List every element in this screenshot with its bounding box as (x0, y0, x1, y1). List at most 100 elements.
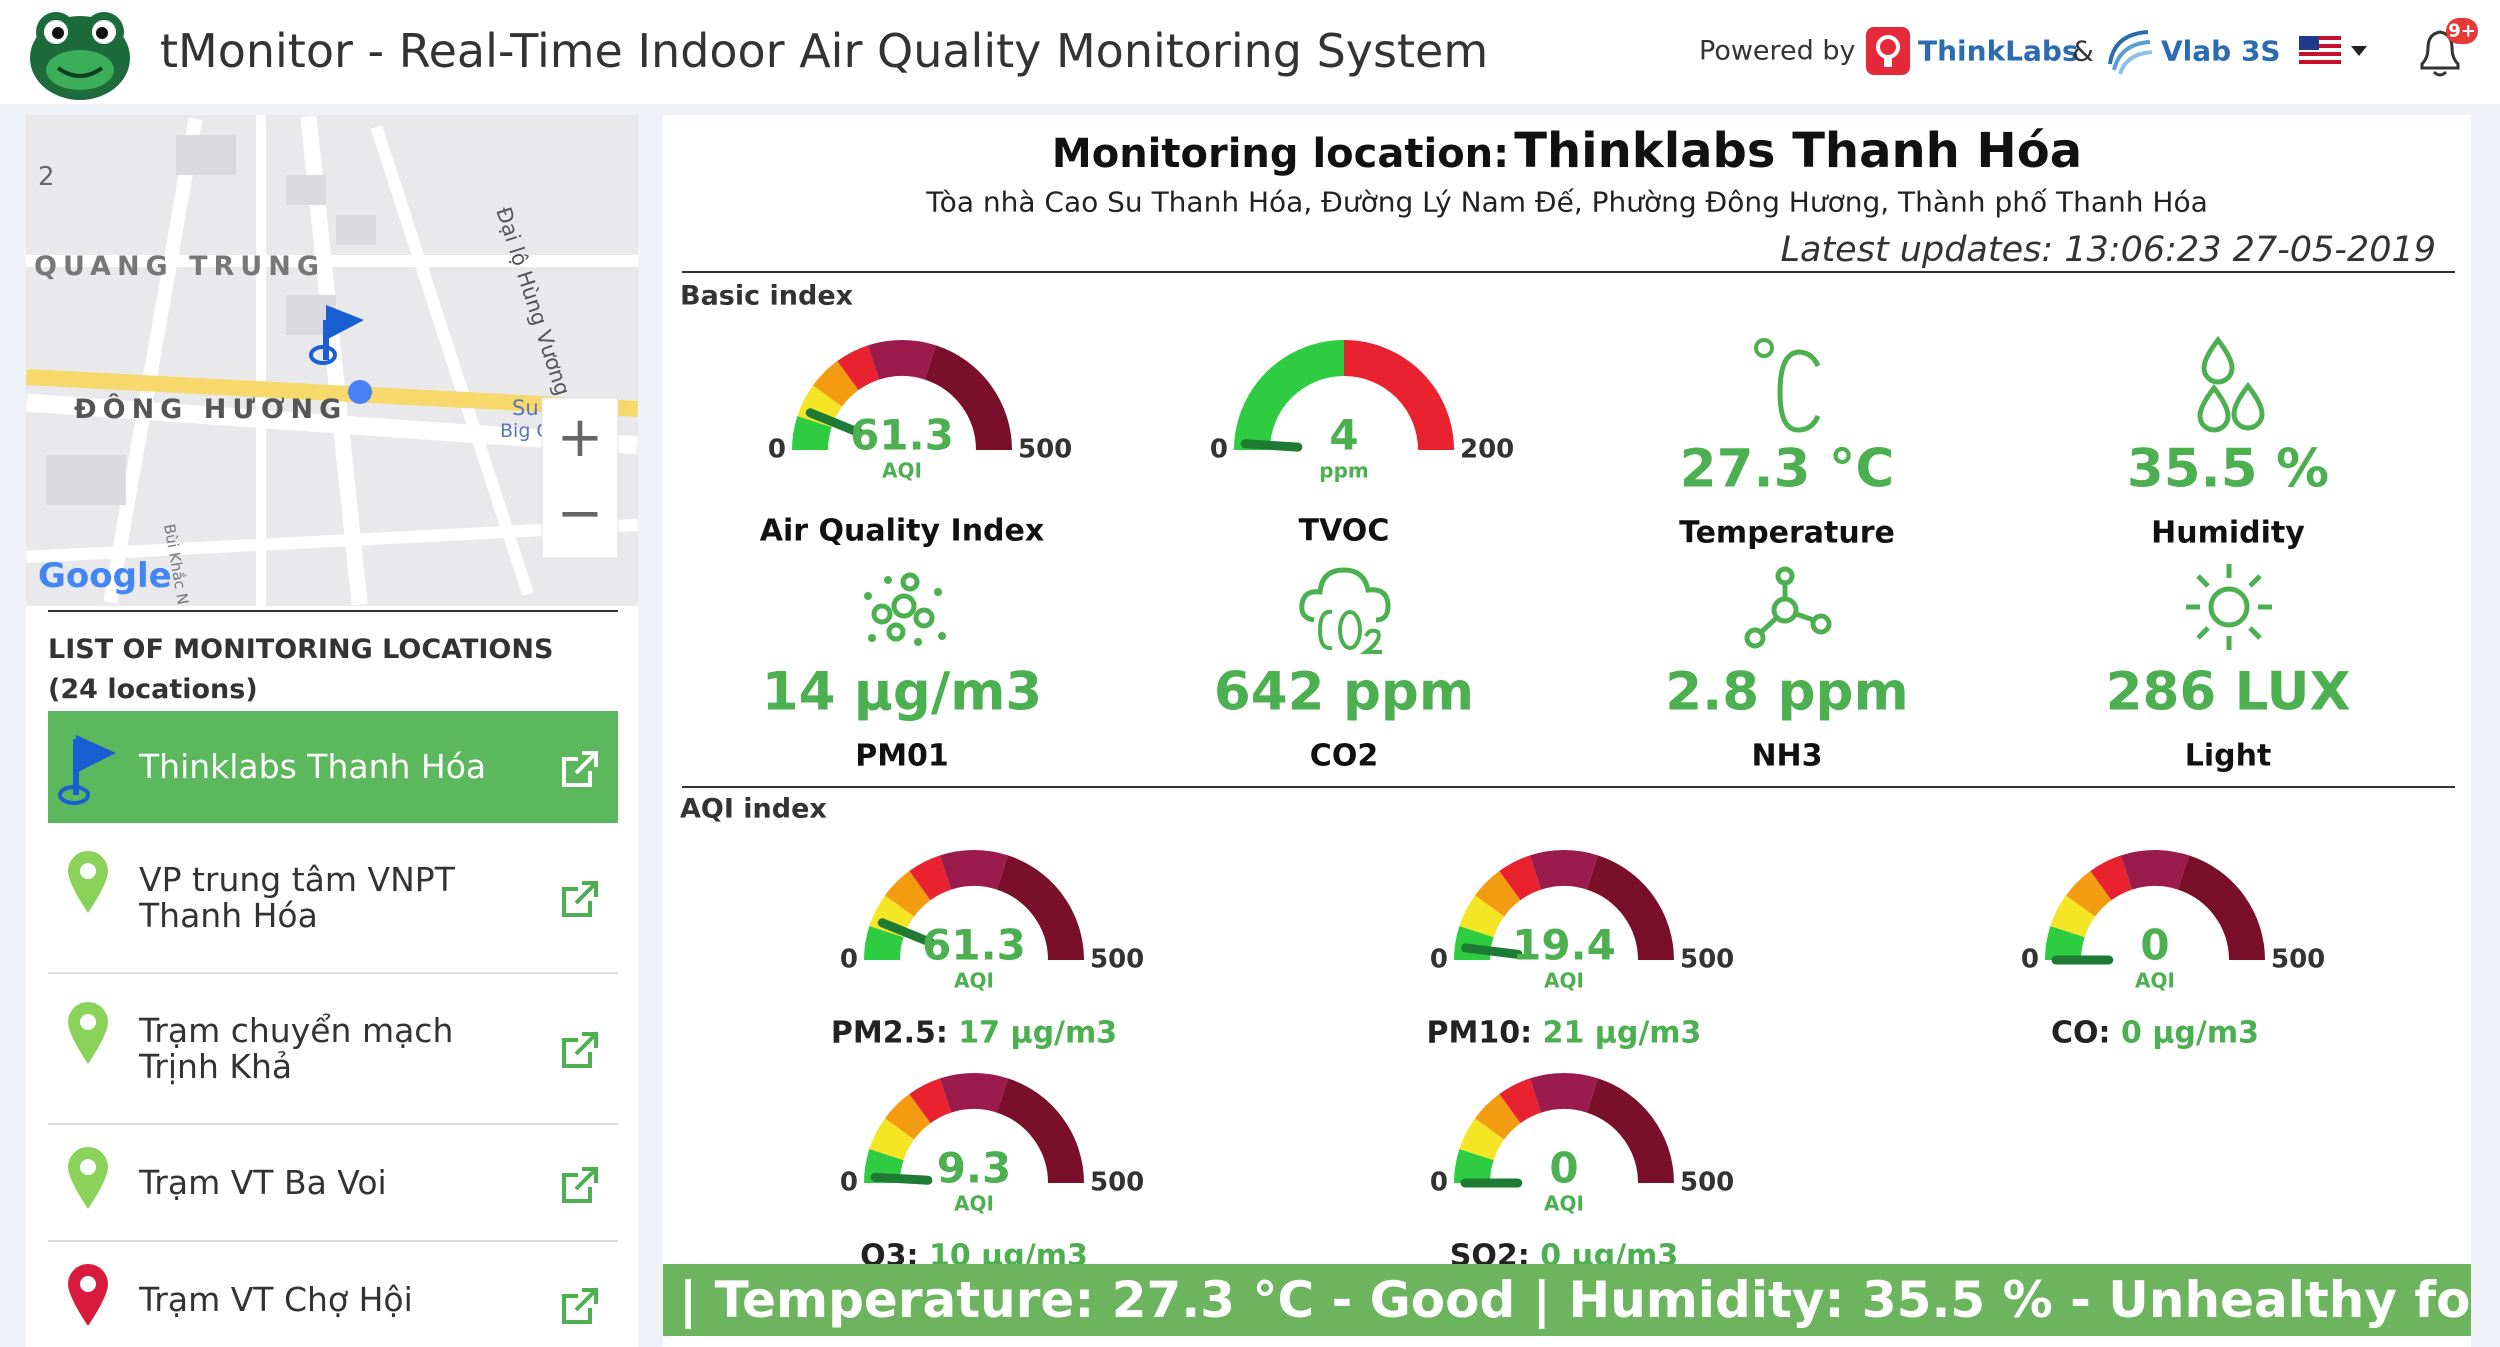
gauge-unit: AQI (1544, 969, 1584, 993)
ampersand: & (2072, 34, 2094, 68)
open-link[interactable] (560, 1286, 600, 1326)
reading-value: 27.3 °C (1679, 438, 1895, 500)
gauge-band (1343, 340, 1454, 451)
map-label: QUANG TRUNG (34, 251, 325, 282)
location-name: Thinklabs Thanh Hóa (1514, 123, 2083, 179)
gauge-band (1586, 855, 1674, 961)
gauge-band (1530, 1073, 1598, 1113)
gauge-min: 0 (840, 945, 858, 975)
location-item[interactable]: Trạm VT Chợ Hội (48, 1242, 618, 1347)
location-item[interactable]: Trạm chuyển mạch Trịnh Khả (48, 974, 618, 1125)
gauge-unit: AQI (954, 969, 994, 993)
location-label: Monitoring location: (1051, 131, 1510, 177)
gauge-band (864, 1149, 904, 1184)
reading-label: CO2 (1309, 738, 1379, 774)
gauge-max: 500 (1018, 435, 1072, 465)
location-item[interactable]: VP trung tâm VNPT Thanh Hóa (48, 823, 618, 974)
header: tMonitor - Real-Time Indoor Air Quality … (0, 0, 2500, 104)
gauge-min: 0 (2021, 945, 2039, 975)
gauge-label: Air Quality Index (759, 513, 1045, 549)
zoom-out[interactable]: − (557, 481, 604, 546)
reading-label: Humidity (2151, 515, 2305, 551)
gauge-max: 200 (1460, 435, 1514, 465)
gauge-band (813, 361, 860, 408)
zoom-in[interactable]: + (557, 405, 604, 470)
gauge-band (909, 855, 952, 901)
gauge-needle (877, 918, 936, 948)
gauge-value: 19.4 (1512, 921, 1616, 970)
notification-bell[interactable] (2410, 18, 2480, 80)
brand-vlab[interactable]: Vlab 3S (2161, 34, 2281, 68)
gauge-max: 500 (1090, 1168, 1144, 1198)
gauge-band (2177, 855, 2265, 961)
gauge-band (868, 340, 936, 380)
gauge-max: 500 (1090, 945, 1144, 975)
location-name: VP trung tâm VNPT Thanh Hóa (139, 859, 455, 935)
notification-count: 9+ (2448, 20, 2476, 42)
gauge-value: 4 (1329, 411, 1358, 460)
reading-value: 642 ppm (1213, 661, 1475, 723)
gauge-band (2090, 855, 2133, 901)
pollutant: PM10: 21 µg/m3 (1427, 1016, 1702, 1051)
gauge-band (1459, 1118, 1505, 1161)
brand-thinklabs[interactable]: ThinkLabs (1918, 34, 2079, 68)
open-link[interactable] (560, 879, 600, 919)
gauge-value: 61.3 (850, 411, 954, 460)
gauge-needle (805, 408, 864, 438)
open-link[interactable] (560, 1030, 600, 1070)
gauge-min: 0 (1430, 945, 1448, 975)
gauge-min: 0 (1210, 435, 1228, 465)
reading-value: 2.8 ppm (1665, 661, 1909, 723)
map-label: ĐÔNG HƯƠNG (74, 393, 347, 425)
light-icon (2186, 564, 2272, 650)
gauge-band (1475, 1094, 1522, 1141)
language-flag[interactable] (2299, 36, 2371, 66)
main-panel (663, 115, 2471, 1347)
open-link[interactable] (560, 749, 600, 789)
logo (30, 12, 130, 100)
pin-icon (68, 1002, 108, 1064)
concentration: 17 µg/m3 (958, 1015, 1118, 1051)
gauge-value: 9.3 (937, 1144, 1011, 1193)
gauge-band (940, 1073, 1008, 1113)
section-title: Basic index (680, 280, 854, 312)
location-item[interactable]: Trạm VT Ba Voi (48, 1125, 618, 1242)
gauge-unit: AQI (882, 459, 922, 483)
location-item[interactable]: Thinklabs Thanh Hóa (48, 711, 618, 823)
reading-value: 286 LUX (2105, 661, 2351, 723)
vlab-icon (2108, 30, 2153, 75)
reading-value: 35.5 % (2126, 438, 2330, 500)
map[interactable]: 2 QUANG TRUNG ĐÔNG HƯƠNG Đại lộ Hùng Vươ… (26, 115, 638, 606)
reading-label: Light (2184, 738, 2272, 774)
pollutant: PM2.5: 17 µg/m3 (831, 1016, 1117, 1051)
gauge-max: 500 (2271, 945, 2325, 975)
section-title: AQI index (680, 793, 827, 825)
open-link[interactable] (560, 1165, 600, 1205)
divider (48, 610, 618, 612)
divider (682, 271, 2455, 273)
reading-label: NH3 (1751, 738, 1823, 774)
thinklabs-icon (1866, 27, 1910, 75)
temperature-icon (1754, 338, 1821, 433)
gauge-needle (1461, 943, 1523, 959)
gauge-band (924, 345, 1012, 451)
pollutant-name: CO: (2051, 1015, 2111, 1051)
gauge-band (869, 1118, 915, 1161)
pollutant-name: PM10: (1426, 1015, 1533, 1051)
gauge-value: 0 (2140, 921, 2169, 970)
map-label: Big C (500, 420, 550, 442)
sidebar-title: LIST OF MONITORING LOCATIONS (24 locatio… (48, 634, 554, 705)
location-name: Trạm VT Chợ Hội (139, 1280, 413, 1319)
gauge-needle (870, 1172, 933, 1185)
gauge-band (864, 926, 904, 961)
gauge-max: 500 (1680, 1168, 1734, 1198)
map-marker[interactable] (309, 305, 364, 365)
map-label: 2 (38, 162, 55, 192)
gauge-band (2121, 850, 2189, 890)
gauge-band (1530, 850, 1598, 890)
